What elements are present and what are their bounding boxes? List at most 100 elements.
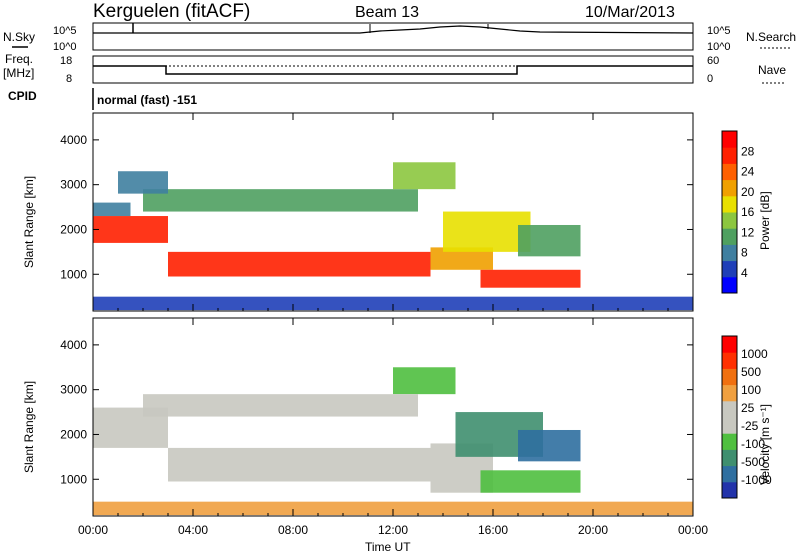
freq-right-tick-bottom: 0 — [707, 73, 713, 85]
nsearch-label: N.Search — [746, 30, 796, 44]
x-axis-label: Time UT — [365, 540, 411, 554]
colorbar-frame — [721, 335, 738, 499]
colorbar-swatch — [722, 195, 737, 213]
freq-trace — [93, 65, 693, 75]
data-region — [118, 171, 168, 194]
noise-right-tick-bottom: 10^0 — [707, 41, 731, 53]
x-tick-label: 20:00 — [578, 523, 608, 537]
colorbar-swatch — [722, 131, 737, 148]
colorbar-swatch — [722, 449, 737, 467]
data-region — [480, 269, 581, 288]
x-tick-label: 16:00 — [478, 523, 508, 537]
data-region — [393, 162, 456, 190]
colorbar-swatch — [722, 228, 737, 245]
colorbar-frame — [721, 130, 738, 294]
colorbar-tick-label: 24 — [741, 165, 755, 179]
y-tick-label: 1000 — [60, 472, 87, 486]
colorbar-swatch — [722, 400, 737, 418]
velocity-plot-background — [93, 318, 693, 516]
x-tick-label: 08:00 — [278, 523, 308, 537]
colorbar-tick-label: 1000 — [741, 347, 768, 361]
noise-left-tick-top: 10^5 — [53, 25, 77, 37]
colorbar-tick-label: 4 — [741, 266, 748, 280]
data-region — [168, 251, 431, 277]
data-region — [93, 501, 693, 516]
station-title: Kerguelen (fitACF) — [93, 1, 250, 22]
data-region — [518, 429, 581, 462]
freq-left-tick-top: 18 — [60, 55, 72, 67]
colorbar-swatch — [722, 179, 737, 197]
colorbar-swatch — [722, 336, 737, 353]
colorbar-swatch — [722, 147, 737, 164]
power-x-tickmarks — [92, 113, 694, 311]
data-region — [143, 394, 418, 417]
colorbar-swatch — [722, 433, 737, 450]
nsky-label: N.Sky — [3, 30, 35, 44]
colorbar-tick-label: 8 — [741, 246, 748, 260]
velocity-colorbar: 1000 500 100 25 -25 -100 -500 -1000 — [721, 335, 772, 499]
cpid-label: CPID — [8, 89, 37, 103]
colorbar-tick-label: 500 — [741, 365, 761, 379]
colorbar-tick-label: -1000 — [741, 473, 772, 487]
freq-label-line2: [MHz] — [3, 66, 34, 80]
colorbar-swatch — [722, 368, 737, 386]
data-region — [93, 202, 131, 217]
power-data-regions — [93, 162, 693, 311]
noise-sky-trace — [93, 25, 694, 34]
colorbar-tick-label: -25 — [741, 419, 759, 433]
power-y-axis-label: Slant Range [km] — [22, 176, 36, 268]
x-tick-label: 00:00 — [678, 523, 708, 537]
beam-label: Beam 13 — [355, 4, 419, 21]
colorbar-tick-label: 28 — [741, 144, 755, 158]
y-tick-label: 2000 — [60, 427, 87, 441]
noise-right-tick-top: 10^5 — [707, 25, 731, 37]
x-tick-label: 04:00 — [178, 523, 208, 537]
colorbar-swatch — [722, 417, 737, 434]
colorbar-swatch — [722, 465, 737, 483]
colorbar-swatch — [722, 163, 737, 181]
freq-left-tick-bottom: 8 — [66, 73, 72, 85]
colorbar-swatch — [722, 244, 737, 262]
colorbar-swatch — [722, 212, 737, 229]
velocity-colorbar-label: Velocity [m s⁻¹] — [758, 404, 772, 485]
colorbar-swatch — [722, 352, 737, 369]
colorbar-tick-label: 16 — [741, 205, 755, 219]
colorbar-swatch — [722, 384, 737, 402]
data-region — [430, 247, 493, 270]
velocity-data-regions — [93, 367, 693, 516]
y-tick-label: 2000 — [60, 222, 87, 236]
noise-left-tick-bottom: 10^0 — [53, 41, 77, 53]
data-region — [443, 211, 531, 252]
x-tick-label: 00:00 — [78, 523, 108, 537]
colorbar-tick-label: -100 — [741, 437, 765, 451]
colorbar-swatch — [722, 260, 737, 278]
freq-right-tick-top: 60 — [707, 55, 719, 67]
colorbar-tick-label: 20 — [741, 185, 755, 199]
colorbar-tick-label: 25 — [741, 401, 755, 415]
data-region — [480, 470, 581, 493]
colorbar-swatch — [722, 481, 737, 499]
nave-label: Nave — [758, 63, 786, 77]
freq-label-line1: Freq. — [5, 52, 33, 66]
freq-strip-frame — [92, 55, 694, 84]
power-colorbar-label: Power [dB] — [758, 191, 772, 250]
data-region — [393, 367, 456, 395]
power-plot-background — [93, 113, 693, 311]
data-region — [518, 224, 581, 257]
date-label: 10/Mar/2013 — [585, 4, 675, 21]
power-y-ticks: 1000 2000 3000 4000 — [60, 133, 693, 281]
colorbar-swatch — [722, 276, 737, 294]
data-region — [168, 447, 431, 482]
velocity-y-axis-label: Slant Range [km] — [22, 381, 36, 473]
y-tick-label: 1000 — [60, 267, 87, 281]
cpid-value: normal (fast) -151 — [97, 93, 197, 107]
power-colorbar: 4 8 12 16 20 24 28 — [721, 130, 755, 294]
data-region — [93, 216, 168, 243]
velocity-x-ticks: 00:00 04:00 08:00 12:00 16:00 20:00 00:00 — [78, 318, 708, 537]
y-tick-label: 3000 — [60, 383, 87, 397]
y-tick-label: 4000 — [60, 133, 87, 147]
noise-strip-frame — [92, 22, 694, 51]
y-tick-label: 4000 — [60, 338, 87, 352]
data-region — [143, 189, 418, 212]
